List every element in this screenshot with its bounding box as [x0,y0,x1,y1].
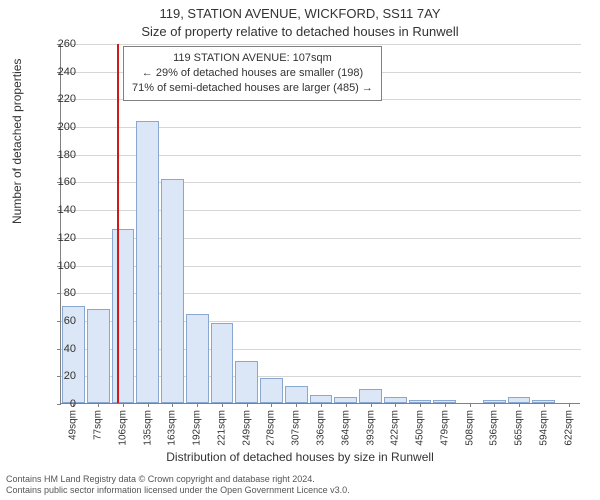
page-title-address: 119, STATION AVENUE, WICKFORD, SS11 7AY [0,6,600,21]
x-tick-label: 307sqm [291,410,302,446]
x-tick-label: 135sqm [142,410,153,446]
info-box-line: ← 29% of detached houses are smaller (19… [132,66,373,81]
x-tick-label: 594sqm [538,410,549,446]
x-tick-label: 422sqm [390,410,401,446]
property-marker-line [117,44,119,403]
x-tick-label: 393sqm [365,410,376,446]
x-tick-mark [98,403,99,407]
x-tick-mark [148,403,149,407]
histogram-bar [186,314,209,403]
y-tick-label: 260 [40,38,76,50]
y-tick-label: 0 [40,398,76,410]
footer-line-1: Contains HM Land Registry data © Crown c… [6,474,594,485]
x-tick-label: 565sqm [514,410,525,446]
x-axis-label: Distribution of detached houses by size … [0,450,600,464]
info-box-line: 119 STATION AVENUE: 107sqm [132,51,373,66]
y-axis-label: Number of detached properties [10,59,24,224]
x-tick-mark [247,403,248,407]
x-tick-label: 278sqm [266,410,277,446]
gridline [61,44,581,45]
histogram-bar [136,121,159,403]
x-tick-label: 249sqm [241,410,252,446]
x-tick-label: 163sqm [167,410,178,446]
x-tick-mark [123,403,124,407]
x-tick-label: 508sqm [464,410,475,446]
x-tick-label: 77sqm [93,410,104,440]
x-tick-label: 364sqm [340,410,351,446]
x-tick-label: 49sqm [68,410,79,440]
y-tick-label: 180 [40,149,76,161]
y-tick-label: 20 [40,370,76,382]
histogram-bar [310,395,333,403]
y-tick-label: 160 [40,176,76,188]
info-box-line: 71% of semi-detached houses are larger (… [132,81,373,96]
y-tick-label: 80 [40,287,76,299]
histogram-bar [235,361,258,403]
x-tick-label: 450sqm [415,410,426,446]
x-tick-mark [222,403,223,407]
plot-inner: 49sqm77sqm106sqm135sqm163sqm192sqm221sqm… [60,44,580,404]
x-tick-mark [569,403,570,407]
histogram-bar [87,309,110,403]
x-tick-mark [271,403,272,407]
x-tick-label: 622sqm [563,410,574,446]
x-tick-mark [544,403,545,407]
x-tick-mark [494,403,495,407]
histogram-bar [359,389,382,403]
histogram-bar [285,386,308,403]
x-tick-mark [346,403,347,407]
y-tick-label: 100 [40,260,76,272]
x-tick-mark [172,403,173,407]
chart-container: 119, STATION AVENUE, WICKFORD, SS11 7AY … [0,0,600,500]
footer-attribution: Contains HM Land Registry data © Crown c… [6,474,594,497]
x-tick-label: 192sqm [192,410,203,446]
x-tick-mark [321,403,322,407]
footer-line-2: Contains public sector information licen… [6,485,594,496]
plot-area: 49sqm77sqm106sqm135sqm163sqm192sqm221sqm… [60,44,580,404]
x-tick-label: 221sqm [216,410,227,446]
y-tick-label: 220 [40,93,76,105]
histogram-bar [260,378,283,403]
x-tick-label: 336sqm [316,410,327,446]
y-tick-label: 40 [40,343,76,355]
histogram-bar [211,323,234,403]
y-tick-label: 240 [40,66,76,78]
x-tick-mark [197,403,198,407]
x-tick-label: 536sqm [489,410,500,446]
x-tick-mark [395,403,396,407]
property-info-box: 119 STATION AVENUE: 107sqm← 29% of detac… [123,46,382,101]
y-tick-label: 200 [40,121,76,133]
x-tick-mark [470,403,471,407]
x-tick-mark [420,403,421,407]
histogram-bar [161,179,184,403]
y-tick-label: 140 [40,204,76,216]
y-tick-label: 60 [40,315,76,327]
y-tick-label: 120 [40,232,76,244]
x-tick-label: 479sqm [439,410,450,446]
x-tick-mark [296,403,297,407]
x-tick-mark [519,403,520,407]
x-tick-label: 106sqm [117,410,128,446]
x-tick-mark [371,403,372,407]
x-tick-mark [445,403,446,407]
page-title-desc: Size of property relative to detached ho… [0,24,600,39]
histogram-bar [112,229,135,403]
